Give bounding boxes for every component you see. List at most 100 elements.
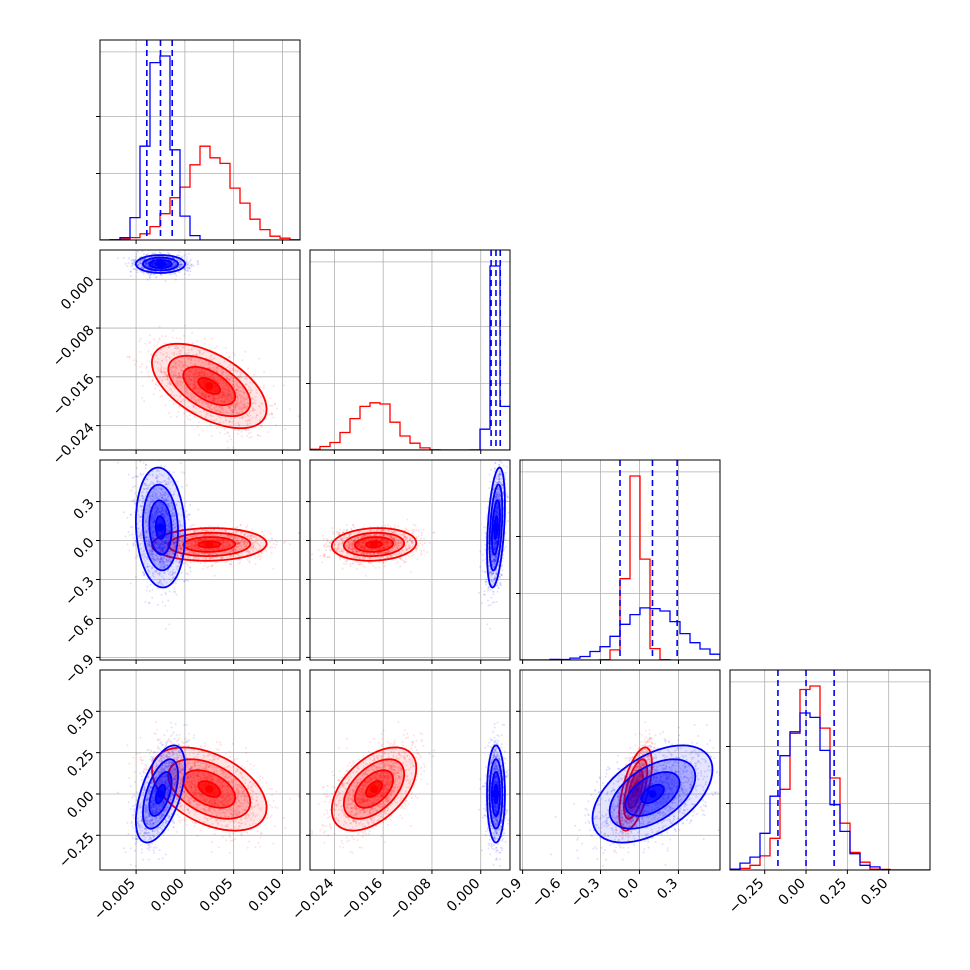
sample-point	[182, 365, 185, 368]
sample-point	[187, 270, 190, 273]
sample-point	[197, 348, 200, 351]
sample-point	[231, 537, 234, 540]
sample-point	[242, 534, 245, 537]
sample-point	[217, 539, 220, 542]
sample-point	[193, 415, 196, 418]
sample-point	[205, 558, 208, 561]
sample-point	[226, 388, 229, 391]
sample-point	[196, 534, 199, 537]
sample-point	[216, 381, 219, 384]
sample-point	[172, 541, 175, 544]
sample-point	[248, 419, 251, 422]
sample-point	[192, 387, 195, 390]
sample-point	[223, 541, 225, 544]
sample-point	[185, 415, 188, 417]
sample-point	[218, 547, 221, 550]
sample-point	[226, 551, 229, 554]
sample-point	[200, 533, 203, 536]
sample-point	[171, 534, 174, 537]
sample-point	[259, 386, 262, 389]
sample-point	[225, 543, 228, 546]
sample-point	[231, 550, 234, 553]
sample-point	[196, 374, 199, 376]
sample-point	[248, 550, 251, 553]
sample-point	[230, 398, 233, 401]
sample-point	[210, 358, 213, 361]
sample-point	[224, 382, 227, 385]
sample-point	[156, 361, 159, 363]
sample-point	[164, 547, 167, 550]
sample-point	[221, 541, 223, 544]
sample-point	[175, 353, 178, 355]
sample-point	[179, 260, 182, 263]
sample-point	[196, 425, 199, 428]
sample-point	[240, 548, 242, 551]
sample-point	[201, 539, 204, 542]
sample-point	[141, 384, 144, 387]
sample-point	[258, 357, 261, 360]
sample-point	[237, 405, 240, 407]
sample-point	[183, 472, 186, 475]
density-peak	[205, 540, 214, 549]
sample-point	[181, 537, 184, 540]
sample-point	[244, 429, 247, 432]
sample-point	[289, 408, 291, 411]
sample-point	[213, 574, 216, 577]
sample-point	[152, 553, 155, 556]
sample-point	[197, 538, 200, 541]
sample-point	[168, 263, 171, 266]
sample-point	[219, 551, 221, 554]
sample-point	[225, 384, 228, 387]
sample-point	[155, 512, 158, 515]
sample-point	[182, 364, 185, 367]
sample-point	[177, 546, 180, 549]
sample-point	[212, 419, 215, 422]
sample-point	[167, 346, 170, 349]
sample-point	[175, 555, 178, 558]
sample-point	[231, 411, 234, 414]
sample-point	[173, 365, 175, 368]
sample-point	[201, 538, 203, 541]
sample-point	[129, 270, 132, 273]
sample-point	[211, 396, 214, 399]
sample-point	[178, 266, 181, 269]
sample-point	[160, 364, 162, 367]
sample-point	[168, 530, 171, 533]
sample-point	[152, 525, 155, 528]
sample-point	[195, 535, 198, 538]
sample-point	[194, 399, 197, 402]
sample-point	[178, 547, 181, 550]
sample-point	[239, 395, 242, 398]
sample-point	[192, 395, 195, 398]
sample-point	[259, 537, 262, 540]
sample-point	[164, 627, 167, 630]
sample-point	[185, 390, 188, 393]
sample-point	[188, 550, 191, 553]
sample-point	[213, 376, 216, 379]
sample-point	[265, 549, 268, 552]
sample-point	[195, 544, 198, 547]
sample-point	[137, 475, 139, 478]
sample-point	[185, 537, 188, 540]
sample-point	[174, 371, 177, 374]
sample-point	[259, 435, 262, 438]
sample-point	[166, 564, 169, 567]
sample-point	[179, 263, 182, 266]
sample-point	[160, 547, 163, 550]
sample-point	[237, 540, 240, 542]
sample-point	[210, 538, 213, 541]
sample-point	[191, 367, 194, 370]
sample-point	[228, 544, 231, 547]
sample-point	[219, 420, 222, 423]
sample-point	[226, 376, 229, 379]
sample-point	[220, 396, 223, 399]
sample-point	[173, 261, 176, 264]
sample-point	[209, 374, 212, 377]
sample-point	[184, 269, 187, 272]
sample-point	[228, 544, 231, 547]
sample-point	[219, 426, 222, 429]
sample-point	[227, 388, 230, 390]
sample-point	[130, 259, 133, 262]
sample-point	[169, 366, 172, 369]
sample-point	[197, 534, 200, 537]
